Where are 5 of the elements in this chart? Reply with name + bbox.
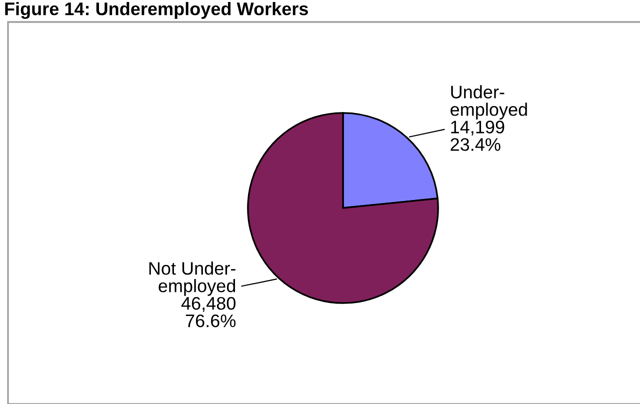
- chart-title: Figure 14: Underemployed Workers: [5, 2, 308, 19]
- slice-label: Under- employed: [450, 85, 527, 120]
- slice-label: Not Under- employed: [149, 262, 236, 296]
- data-label: 14,199 23.4%: [450, 120, 504, 151]
- data-label: 46,480 76.6%: [181, 296, 236, 328]
